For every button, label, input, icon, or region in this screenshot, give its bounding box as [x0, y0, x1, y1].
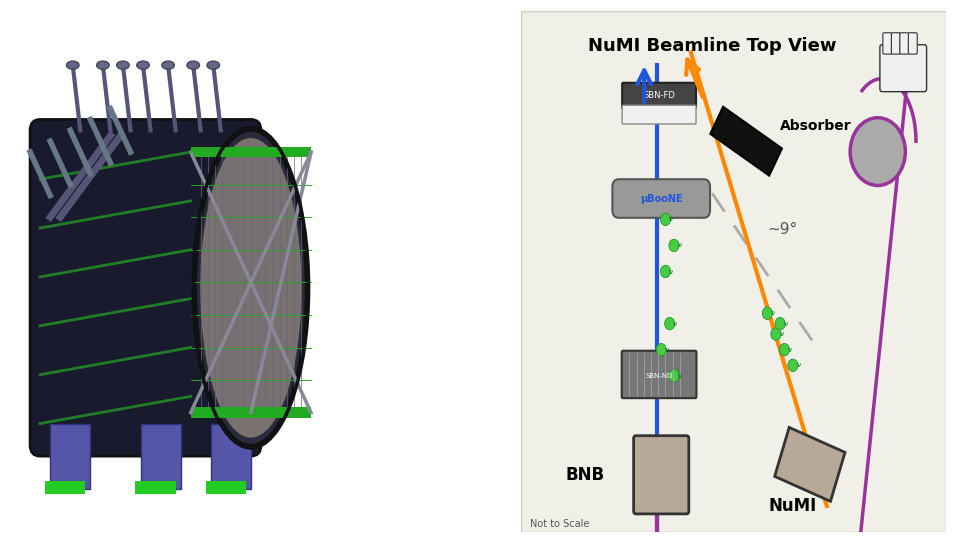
Text: SBN-ND: SBN-ND	[646, 372, 673, 379]
Bar	[191, 147, 311, 157]
Ellipse shape	[162, 61, 175, 69]
Ellipse shape	[96, 61, 109, 69]
Text: ~9°: ~9°	[767, 222, 798, 237]
Ellipse shape	[196, 130, 306, 445]
Text: BNB: BNB	[565, 466, 604, 484]
FancyBboxPatch shape	[622, 83, 696, 109]
Bar	[45, 481, 66, 494]
Circle shape	[771, 328, 781, 340]
FancyBboxPatch shape	[883, 33, 892, 54]
Text: ν: ν	[780, 331, 784, 337]
Text: Not to Scale: Not to Scale	[530, 519, 589, 529]
Circle shape	[762, 307, 772, 319]
Circle shape	[780, 343, 789, 356]
FancyBboxPatch shape	[613, 179, 710, 218]
Circle shape	[665, 317, 675, 330]
Text: ν: ν	[784, 320, 787, 327]
FancyBboxPatch shape	[30, 119, 261, 456]
Bar	[66, 481, 85, 494]
Bar	[191, 407, 311, 418]
Text: NuMI Beamline Top View: NuMI Beamline Top View	[588, 37, 837, 55]
Circle shape	[787, 359, 798, 371]
Bar	[141, 424, 180, 489]
FancyBboxPatch shape	[908, 33, 918, 54]
Text: ν: ν	[669, 268, 673, 275]
Text: Absorber: Absorber	[780, 118, 852, 132]
Bar	[155, 481, 176, 494]
Bar	[226, 481, 246, 494]
Ellipse shape	[137, 61, 150, 69]
Text: ν: ν	[771, 310, 775, 316]
FancyBboxPatch shape	[622, 105, 696, 124]
FancyBboxPatch shape	[892, 33, 900, 54]
Circle shape	[656, 343, 666, 356]
FancyBboxPatch shape	[621, 351, 697, 398]
Text: ν: ν	[669, 216, 673, 223]
Circle shape	[669, 369, 679, 382]
Bar	[206, 481, 226, 494]
FancyBboxPatch shape	[899, 33, 909, 54]
Circle shape	[660, 265, 671, 278]
FancyBboxPatch shape	[880, 45, 926, 92]
Ellipse shape	[207, 61, 219, 69]
Bar	[710, 107, 782, 175]
Ellipse shape	[187, 61, 200, 69]
Text: ν: ν	[796, 362, 800, 368]
Text: ν: ν	[787, 346, 791, 353]
Text: ν: ν	[665, 346, 669, 353]
Text: ν: ν	[674, 320, 677, 327]
Circle shape	[669, 239, 679, 252]
FancyBboxPatch shape	[634, 435, 689, 514]
Text: μBooNE: μBooNE	[640, 193, 682, 204]
Bar	[50, 424, 91, 489]
Ellipse shape	[201, 138, 301, 437]
Text: ν: ν	[677, 372, 681, 379]
Bar	[135, 481, 155, 494]
Circle shape	[850, 118, 905, 186]
Text: NuMI: NuMI	[769, 497, 817, 515]
Text: ν: ν	[677, 242, 681, 249]
Ellipse shape	[117, 61, 129, 69]
Ellipse shape	[67, 61, 79, 69]
Circle shape	[775, 317, 786, 330]
Text: SBN-FD: SBN-FD	[643, 91, 676, 100]
Bar	[775, 427, 845, 501]
Circle shape	[660, 213, 671, 226]
Bar	[210, 424, 251, 489]
